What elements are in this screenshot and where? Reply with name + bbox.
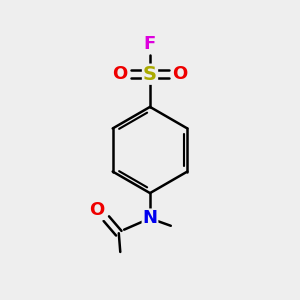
Text: F: F [144,34,156,52]
Text: S: S [143,65,157,84]
Text: N: N [142,209,158,227]
Text: O: O [112,65,128,83]
Text: O: O [89,201,105,219]
Text: O: O [172,65,188,83]
